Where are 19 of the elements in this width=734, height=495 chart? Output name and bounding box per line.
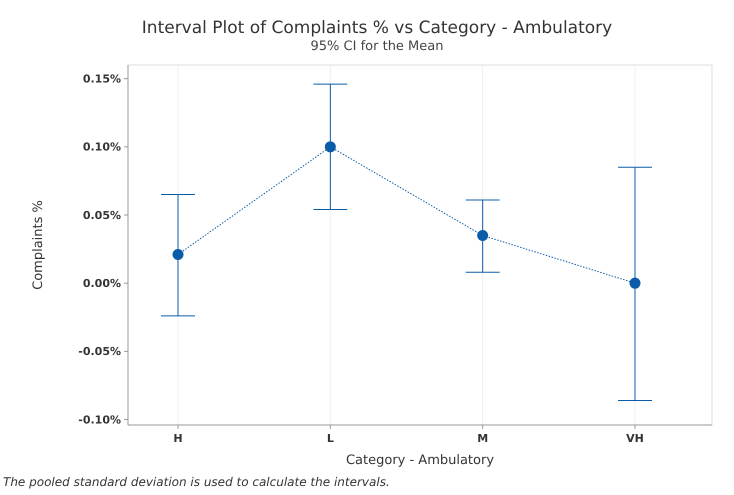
y-tick-label: 0.05% bbox=[82, 208, 121, 222]
y-tick-label: -0.05% bbox=[78, 345, 121, 358]
x-tick-label: M bbox=[477, 432, 488, 445]
y-tick-label: -0.10% bbox=[78, 413, 121, 426]
y-tick-label: 0.10% bbox=[82, 140, 121, 154]
x-tick-label: L bbox=[326, 432, 334, 445]
chart-subtitle: 95% CI for the Mean bbox=[310, 39, 444, 54]
y-tick-label: 0.00% bbox=[82, 277, 121, 290]
point bbox=[172, 249, 184, 260]
y-tick-label: 0.15% bbox=[82, 72, 121, 86]
point bbox=[324, 141, 336, 152]
chart-title: Interval Plot of Complaints % vs Category - Ambulatory bbox=[142, 18, 612, 38]
x-tick-label: VH bbox=[626, 432, 644, 445]
text: The pooled standard deviation is used to calculate the intervals. bbox=[3, 475, 390, 489]
x-axis-title: Category - Ambulatory bbox=[346, 453, 494, 468]
point bbox=[630, 278, 640, 289]
point bbox=[477, 230, 488, 241]
y-axis-title: Complaints % bbox=[31, 200, 46, 290]
x-tick-label: H bbox=[173, 432, 183, 445]
